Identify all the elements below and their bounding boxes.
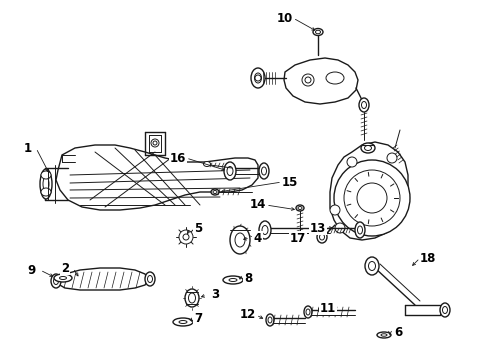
- Ellipse shape: [54, 274, 72, 282]
- Text: 14: 14: [249, 198, 265, 211]
- Ellipse shape: [360, 143, 374, 153]
- Ellipse shape: [259, 163, 268, 179]
- Ellipse shape: [173, 318, 193, 326]
- Text: 16: 16: [169, 152, 186, 165]
- Ellipse shape: [354, 222, 364, 238]
- Circle shape: [334, 223, 345, 233]
- Ellipse shape: [51, 274, 61, 288]
- Text: 2: 2: [61, 261, 69, 274]
- Circle shape: [356, 183, 386, 213]
- Ellipse shape: [145, 272, 155, 286]
- Text: 8: 8: [244, 271, 252, 284]
- Ellipse shape: [250, 68, 264, 88]
- Circle shape: [346, 157, 356, 167]
- Ellipse shape: [376, 332, 390, 338]
- Ellipse shape: [184, 289, 199, 307]
- Ellipse shape: [295, 205, 304, 211]
- Text: 3: 3: [210, 288, 219, 302]
- Text: 9: 9: [28, 264, 36, 276]
- Text: 11: 11: [319, 302, 335, 315]
- Ellipse shape: [304, 306, 311, 318]
- Ellipse shape: [265, 314, 273, 326]
- Ellipse shape: [358, 98, 368, 112]
- Text: 10: 10: [276, 12, 292, 24]
- Ellipse shape: [210, 189, 219, 195]
- Ellipse shape: [439, 303, 449, 317]
- Ellipse shape: [223, 276, 243, 284]
- Polygon shape: [56, 268, 148, 290]
- Circle shape: [333, 160, 409, 236]
- Ellipse shape: [312, 28, 323, 36]
- Text: 13: 13: [309, 221, 325, 234]
- Text: 4: 4: [253, 231, 262, 244]
- Polygon shape: [56, 145, 258, 210]
- Text: 5: 5: [193, 221, 202, 234]
- Text: 7: 7: [194, 311, 202, 324]
- Ellipse shape: [364, 257, 378, 275]
- Ellipse shape: [224, 162, 236, 180]
- Circle shape: [153, 141, 157, 145]
- Circle shape: [302, 74, 313, 86]
- Ellipse shape: [41, 171, 51, 179]
- Text: 18: 18: [419, 252, 435, 265]
- Ellipse shape: [325, 72, 343, 84]
- Ellipse shape: [203, 162, 210, 166]
- Circle shape: [179, 230, 193, 244]
- Text: 12: 12: [240, 309, 256, 321]
- Polygon shape: [329, 142, 407, 240]
- Text: 6: 6: [393, 325, 401, 338]
- Circle shape: [329, 205, 339, 215]
- Ellipse shape: [316, 231, 326, 243]
- Text: 15: 15: [281, 175, 298, 189]
- Circle shape: [386, 153, 396, 163]
- Text: 17: 17: [289, 231, 305, 244]
- Circle shape: [254, 75, 261, 81]
- Ellipse shape: [259, 221, 270, 239]
- Ellipse shape: [229, 226, 249, 254]
- Ellipse shape: [41, 188, 51, 196]
- Ellipse shape: [40, 169, 52, 199]
- Text: 1: 1: [24, 141, 32, 154]
- Polygon shape: [284, 58, 357, 104]
